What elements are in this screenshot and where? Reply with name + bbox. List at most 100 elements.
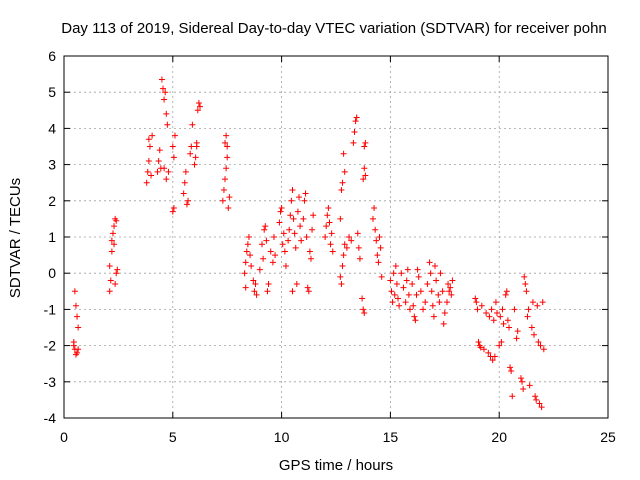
data-point bbox=[498, 338, 505, 345]
data-point bbox=[294, 208, 301, 215]
data-point bbox=[329, 248, 336, 255]
data-point bbox=[427, 270, 434, 277]
data-point bbox=[373, 237, 380, 244]
data-point bbox=[188, 143, 195, 150]
data-point bbox=[360, 306, 367, 313]
data-point bbox=[371, 205, 378, 212]
data-point bbox=[387, 277, 394, 284]
data-point bbox=[328, 230, 335, 237]
data-point bbox=[430, 313, 437, 320]
data-point bbox=[292, 244, 299, 251]
data-point bbox=[223, 132, 230, 139]
data-point bbox=[70, 342, 77, 349]
data-point bbox=[393, 281, 400, 288]
data-point bbox=[446, 288, 453, 295]
data-point bbox=[107, 277, 114, 284]
data-point bbox=[537, 342, 544, 349]
data-point bbox=[155, 157, 162, 164]
data-point bbox=[222, 176, 229, 183]
x-tick-label: 20 bbox=[491, 429, 507, 445]
data-point bbox=[412, 317, 419, 324]
data-point bbox=[182, 168, 189, 175]
data-point bbox=[241, 270, 248, 277]
data-point bbox=[158, 76, 165, 83]
data-point bbox=[163, 110, 170, 117]
data-point bbox=[72, 302, 79, 309]
data-point bbox=[304, 284, 311, 291]
data-point bbox=[225, 205, 232, 212]
data-point bbox=[340, 252, 347, 259]
data-point bbox=[441, 310, 448, 317]
data-point bbox=[340, 150, 347, 157]
data-point bbox=[223, 165, 230, 172]
data-point bbox=[267, 248, 274, 255]
data-point bbox=[287, 212, 294, 219]
data-point bbox=[486, 313, 493, 320]
data-point bbox=[272, 252, 279, 259]
y-tick-label: 6 bbox=[48, 48, 56, 64]
data-point bbox=[191, 161, 198, 168]
data-point bbox=[75, 346, 82, 353]
data-point bbox=[180, 190, 187, 197]
data-point bbox=[192, 154, 199, 161]
data-point bbox=[163, 176, 170, 183]
data-point bbox=[388, 288, 395, 295]
y-tick-label: 0 bbox=[48, 265, 56, 281]
data-point bbox=[531, 331, 538, 338]
data-point bbox=[445, 281, 452, 288]
data-point bbox=[146, 143, 153, 150]
data-point bbox=[263, 237, 270, 244]
data-point bbox=[250, 277, 257, 284]
axis-ticks: 0 5 10 15 20 25 -4 -3 -2 -1 0 1 2 3 4 5 6 bbox=[44, 48, 616, 445]
data-point bbox=[323, 223, 330, 230]
data-point bbox=[413, 291, 420, 298]
data-point bbox=[405, 291, 412, 298]
data-point bbox=[517, 375, 524, 382]
data-point bbox=[276, 219, 283, 226]
data-point bbox=[494, 310, 501, 317]
data-point bbox=[170, 154, 177, 161]
data-point bbox=[260, 255, 267, 262]
data-point bbox=[449, 277, 456, 284]
x-tick-label: 5 bbox=[169, 429, 177, 445]
data-point bbox=[108, 237, 115, 244]
data-point bbox=[277, 208, 284, 215]
data-point bbox=[361, 143, 368, 150]
data-point bbox=[540, 346, 547, 353]
data-point bbox=[289, 288, 296, 295]
data-point bbox=[439, 288, 446, 295]
data-point bbox=[492, 299, 499, 306]
data-point bbox=[224, 143, 231, 150]
data-point bbox=[75, 324, 82, 331]
data-point bbox=[374, 252, 381, 259]
data-point bbox=[251, 288, 258, 295]
y-tick-label: -4 bbox=[44, 410, 57, 426]
data-point bbox=[243, 248, 250, 255]
data-point bbox=[483, 310, 490, 317]
data-point bbox=[533, 396, 540, 403]
y-axis-label: SDTVAR / TECUs bbox=[7, 178, 24, 298]
data-point bbox=[508, 367, 515, 374]
data-point bbox=[513, 335, 520, 342]
y-tick-label: -2 bbox=[44, 338, 57, 354]
data-point bbox=[473, 299, 480, 306]
data-point bbox=[535, 338, 542, 345]
data-point bbox=[288, 197, 295, 204]
data-point bbox=[290, 215, 297, 222]
data-point bbox=[426, 259, 433, 266]
y-tick-label: 4 bbox=[48, 120, 56, 136]
data-point bbox=[437, 270, 444, 277]
data-point bbox=[411, 313, 418, 320]
data-point bbox=[226, 194, 233, 201]
data-point bbox=[145, 157, 152, 164]
data-point bbox=[326, 219, 333, 226]
data-point bbox=[475, 338, 482, 345]
data-point bbox=[346, 234, 353, 240]
data-point bbox=[338, 281, 345, 288]
data-point bbox=[389, 299, 396, 306]
data-point bbox=[289, 186, 296, 193]
data-point bbox=[302, 190, 309, 197]
y-tick-label: 1 bbox=[48, 229, 56, 245]
data-point bbox=[477, 344, 484, 351]
data-point bbox=[306, 248, 313, 255]
